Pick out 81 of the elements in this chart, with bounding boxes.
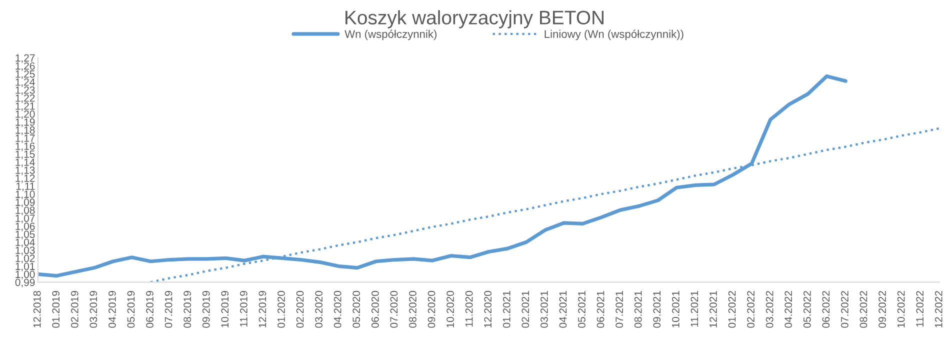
x-tick-label: 10.2019 (221, 291, 229, 328)
x-tick-label: 02.2022 (747, 291, 754, 328)
x-tick-label: 12.2019 (258, 291, 266, 328)
x-tick-label: 06.2019 (146, 291, 154, 328)
x-tick-label: 09.2020 (428, 290, 436, 328)
x-tick-label: 08.2022 (860, 291, 868, 328)
x-tick-label: 05.2022 (803, 291, 811, 328)
y-tick-label: 1,27 (16, 54, 35, 63)
x-tick-label: 01.2021 (502, 291, 510, 328)
x-tick-label: 05.2019 (127, 291, 135, 328)
y-tick-label: 1,20 (16, 110, 35, 120)
legend-label: Liniowy (Wn (współczynnik)) (544, 30, 684, 40)
x-tick-label: 02.2020 (296, 290, 304, 328)
y-tick-label: 1,11 (16, 182, 35, 192)
x-tick-label: 09.2022 (878, 291, 886, 328)
y-tick-label: 1,21 (16, 102, 35, 111)
x-tick-label: 11.2019 (240, 291, 248, 327)
x-tick-label: 08.2019 (184, 291, 192, 328)
x-tick-label: 12.2018 (33, 290, 41, 328)
y-tick-label: 1,12 (16, 174, 35, 184)
x-tick-label: 05.2020 (352, 290, 360, 328)
y-tick-label: 1,24 (16, 78, 35, 87)
y-tick-label: 1,06 (16, 222, 35, 232)
x-tick-label: 10.2022 (897, 291, 905, 328)
x-tick-label: 03.2019 (90, 291, 98, 328)
y-tick-label: 1,01 (16, 262, 35, 272)
y-tick-label: 1,09 (16, 198, 35, 208)
x-tick-label: 12.2022 (934, 291, 942, 328)
x-tick-label: 07.2021 (616, 291, 624, 328)
y-tick-label: 1,08 (16, 206, 35, 216)
x-tick-label: 04.2021 (559, 291, 567, 328)
y-tick-label: 1,23 (16, 86, 35, 95)
legend-label: Wn (współczynnik) (344, 30, 436, 40)
y-tick-label: 1,14 (16, 158, 35, 168)
y-tick-label: 1,13 (16, 166, 35, 176)
x-tick-label: 06.2021 (596, 291, 604, 328)
x-tick-label: 04.2022 (784, 291, 792, 328)
x-tick-label: 10.2021 (672, 291, 680, 328)
y-tick-label: 1,04 (16, 238, 35, 248)
x-tick-label: 12.2021 (710, 291, 717, 328)
y-tick-label: 1,02 (16, 254, 35, 264)
x-tick-label: 04.2019 (108, 291, 116, 328)
y-tick-label: 1,15 (16, 150, 35, 160)
x-tick-label: 02.2021 (522, 291, 530, 328)
y-tick-label: 1,18 (16, 126, 35, 136)
x-tick-label: 12.2020 (484, 290, 492, 328)
x-tick-label: 07.2020 (390, 290, 398, 328)
x-tick-label: 07.2022 (841, 291, 848, 328)
y-tick-label: 1,19 (16, 118, 35, 128)
x-tick-label: 06.2020 (371, 290, 379, 328)
y-tick-label: 1,07 (16, 214, 35, 224)
x-tick-label: 09.2021 (653, 291, 661, 328)
y-tick-label: 1,25 (16, 70, 35, 79)
y-tick-label: 1,10 (16, 190, 35, 200)
x-tick-label: 01.2022 (728, 291, 736, 328)
y-tick-label: 0,99 (15, 278, 35, 288)
y-tick-label: 1,05 (16, 230, 35, 240)
x-tick-label: 11.2022 (916, 291, 924, 327)
chart-title: Koszyk waloryzacyjny BETON (346, 10, 604, 28)
y-tick-label: 1,17 (16, 134, 35, 144)
x-tick-label: 02.2019 (70, 291, 78, 328)
x-tick-label: 08.2021 (634, 291, 642, 328)
x-tick-label: 08.2020 (409, 290, 416, 328)
x-tick-label: 10.2020 (446, 290, 454, 328)
y-tick-label: 1,00 (16, 270, 35, 280)
y-tick-label: 1,03 (16, 246, 35, 256)
x-tick-label: 01.2019 (52, 291, 60, 328)
x-tick-label: 03.2022 (766, 291, 774, 328)
y-tick-label: 1,22 (16, 94, 35, 103)
y-tick-label: 1,26 (16, 62, 35, 71)
x-tick-label: 03.2020 (315, 290, 322, 328)
x-tick-label: 06.2022 (822, 291, 830, 328)
x-tick-label: 03.2021 (540, 291, 548, 328)
y-tick-label: 1,16 (16, 142, 35, 152)
x-tick-label: 11.2020 (465, 290, 473, 327)
x-tick-label: 09.2019 (202, 291, 210, 328)
x-tick-label: 11.2021 (690, 291, 698, 327)
x-tick-label: 07.2019 (164, 291, 172, 328)
x-tick-label: 05.2021 (578, 291, 586, 328)
x-tick-label: 01.2020 (278, 290, 285, 328)
x-tick-label: 04.2020 (334, 290, 342, 328)
